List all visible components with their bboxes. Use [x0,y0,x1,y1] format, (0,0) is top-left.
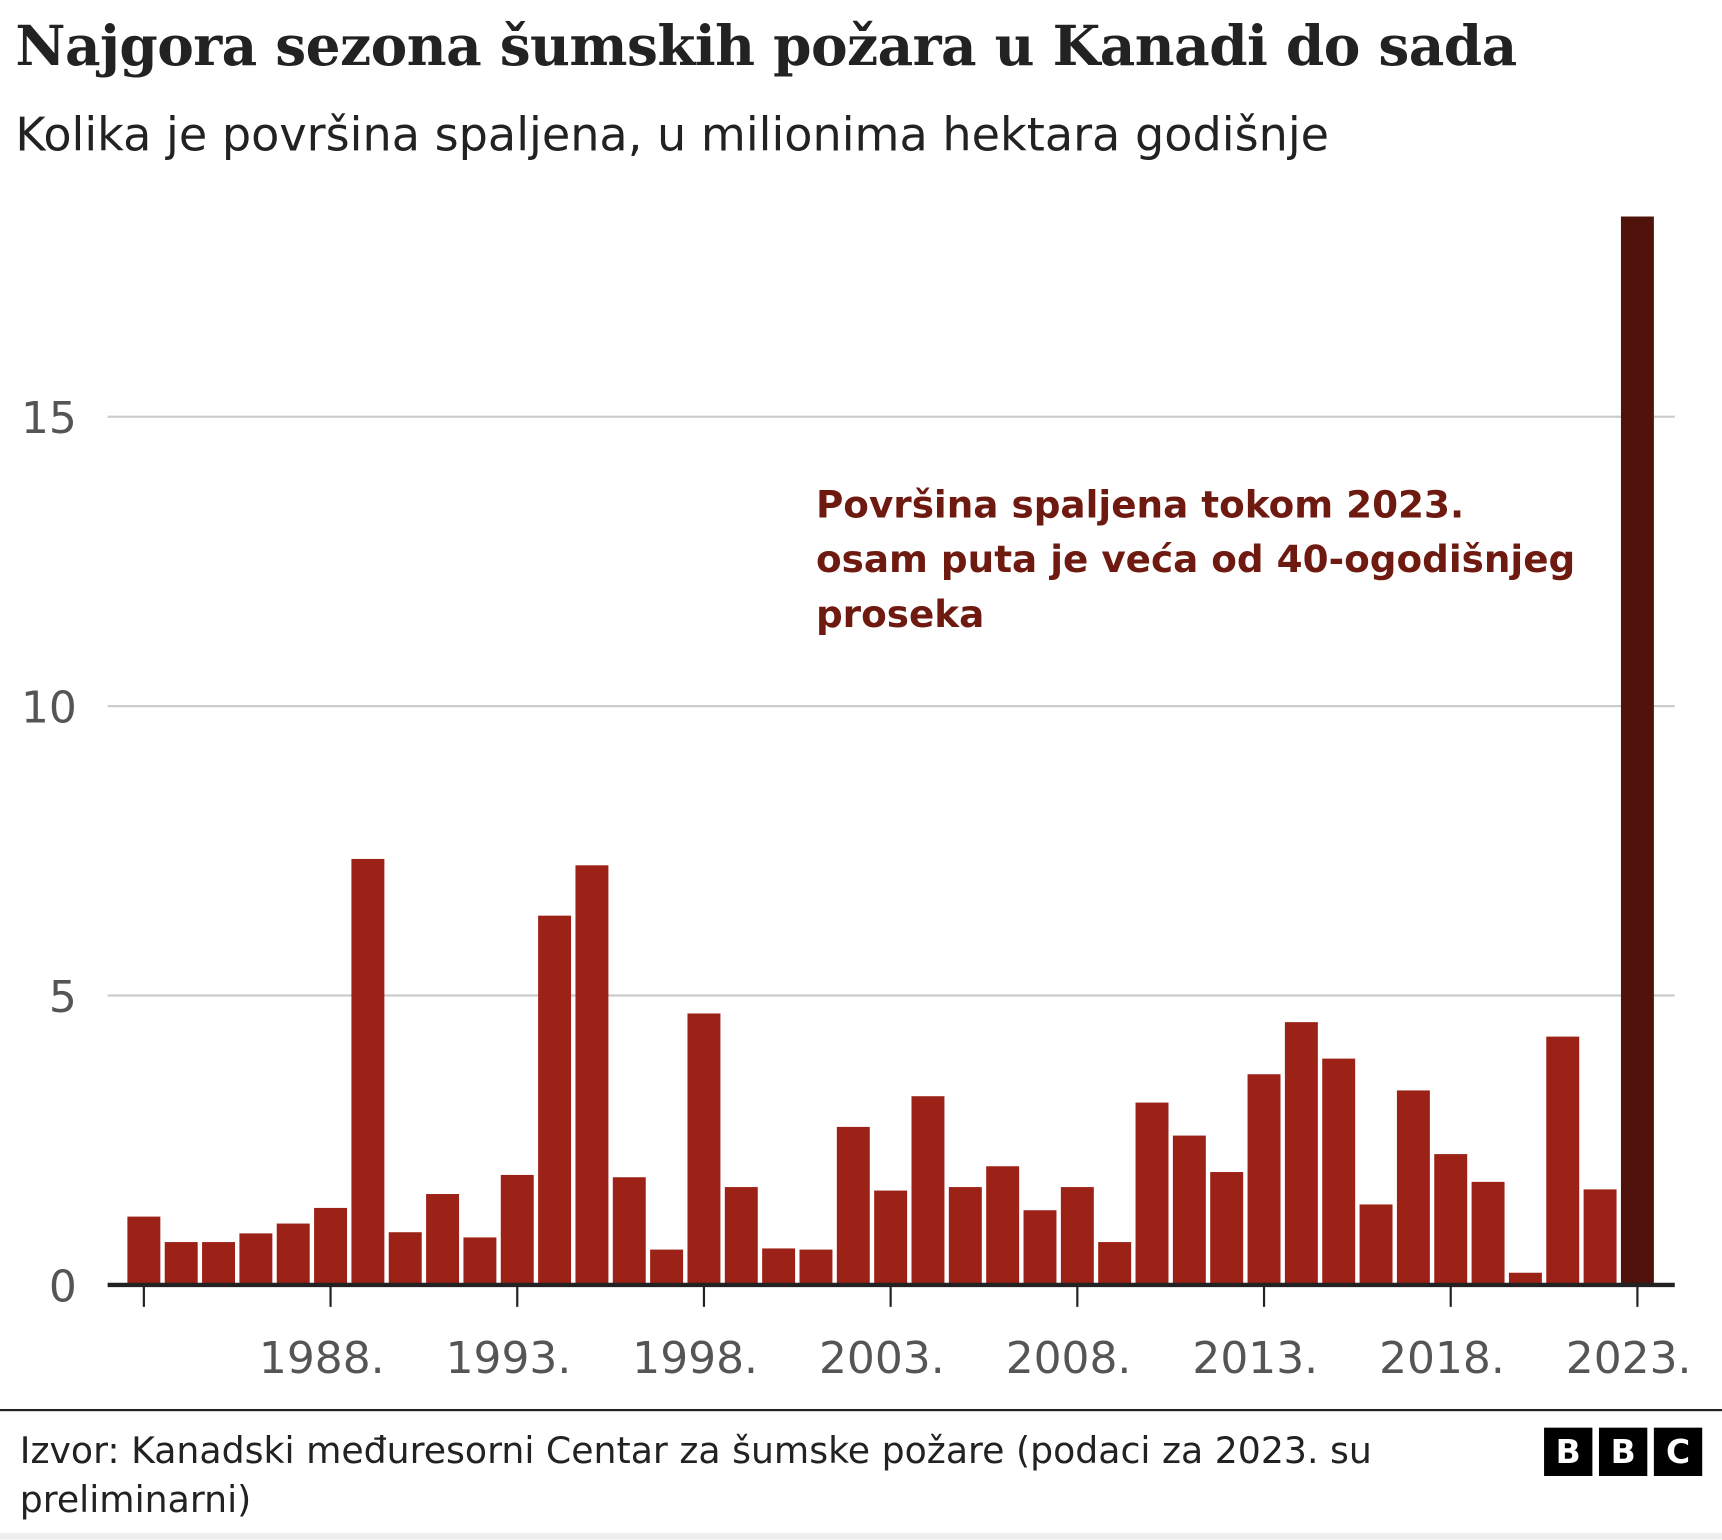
bar-2007 [1023,1210,1057,1285]
bar-1996 [612,1177,646,1285]
bar-2010 [1135,1102,1169,1285]
bar-2015 [1322,1058,1356,1285]
bar-1999 [724,1187,758,1285]
bbc-logo-letter: B [1544,1427,1593,1476]
bar-1987 [276,1223,310,1285]
x-tick-label: 2003. [819,1333,945,1384]
bar-2000 [762,1248,796,1285]
bar-1993 [500,1174,534,1285]
bar-1988 [314,1207,348,1285]
bar-2019 [1471,1181,1505,1285]
annotation-line: Površina spaljena tokom 2023. [816,482,1464,526]
x-tick-label: 1993. [446,1333,572,1384]
bar-1984 [164,1242,198,1285]
bar-1995 [575,865,609,1285]
bar-2018 [1434,1154,1468,1285]
bar-1991 [426,1194,460,1285]
x-tick-label: 2018. [1379,1333,1505,1384]
chart-title: Najgora sezona šumskih požara u Kanadi d… [15,13,1517,78]
bar-2011 [1172,1135,1206,1285]
bar-2023 [1620,216,1654,1285]
bar-chart: 0 5 10 15 1988. 1993. 1998. 2003. 2008. 2013. 2018… [21,216,1692,1384]
y-tick-label: 5 [49,972,77,1023]
bottom-band [0,1533,1722,1540]
bar-2001 [799,1249,833,1285]
bar-1997 [650,1249,684,1285]
bar-2003 [874,1190,908,1285]
bar-2020 [1508,1272,1542,1285]
bar-2016 [1359,1204,1393,1285]
bbc-logo-letter: C [1653,1427,1703,1476]
bar-2012 [1210,1172,1244,1285]
bar-2021 [1546,1036,1580,1285]
x-tick-label: 2023. [1566,1333,1692,1384]
bar-1992 [463,1237,497,1285]
bar-2017 [1396,1090,1430,1285]
bbc-logo: B B C [1544,1427,1703,1476]
x-tick-label: 2013. [1192,1333,1318,1384]
bar-2022 [1583,1189,1617,1285]
y-tick-label: 15 [21,393,77,444]
bar-1985 [202,1242,236,1285]
bar-2013 [1247,1074,1281,1285]
bar-1990 [388,1232,422,1285]
bar-1994 [538,915,572,1285]
bar-1989 [351,858,385,1285]
bar-1986 [239,1233,273,1285]
x-tick-label: 1988. [259,1333,385,1384]
chart-subtitle: Kolika je površina spaljena, u milionima… [15,107,1330,162]
bar-2008 [1060,1187,1094,1285]
source-note: Izvor: Kanadski međuresorni Centar za šu… [19,1428,1372,1522]
y-tick-label: 0 [49,1261,77,1312]
bar-2002 [836,1126,870,1285]
annotation-line: proseka [816,592,984,636]
annotation-line: osam puta je veća od 40-ogodišnjeg [816,537,1575,581]
bar-1983 [127,1216,161,1285]
x-tick-label: 2008. [1006,1333,1132,1384]
bar-2005 [948,1187,982,1285]
x-tick-label: 1998. [632,1333,758,1384]
bar-2006 [986,1166,1020,1285]
bar-1998 [687,1013,721,1285]
footer-divider [0,1408,1722,1412]
bbc-logo-letter: B [1598,1427,1648,1476]
bar-2014 [1284,1022,1318,1285]
bar-2009 [1098,1242,1132,1285]
bar-2004 [911,1096,945,1285]
y-tick-label: 10 [21,683,77,734]
